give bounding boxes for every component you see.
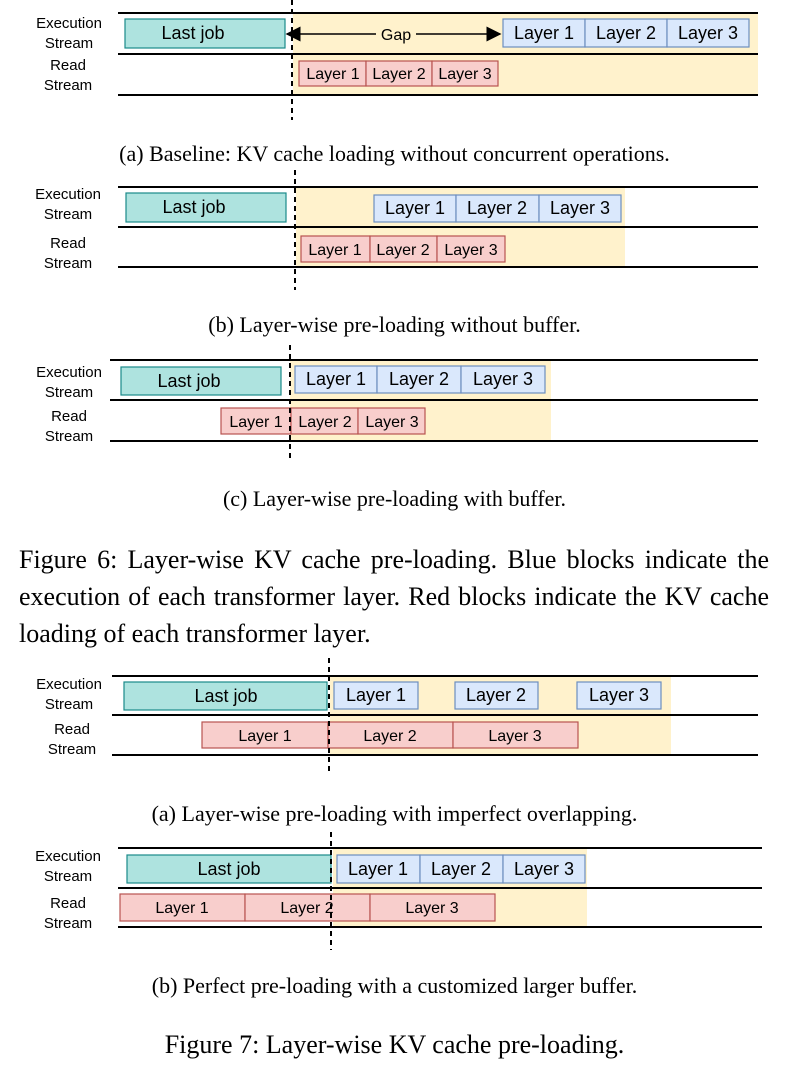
- exec-layer1-block: [502, 18, 586, 48]
- read-layer1-label: Layer 1: [155, 900, 208, 917]
- last-job-label: Last job: [197, 859, 260, 879]
- read-layer2-block: [365, 60, 433, 87]
- read-layer2-block: [369, 235, 438, 263]
- exec-layer2-block: [455, 194, 540, 223]
- last-job-block: [120, 366, 282, 396]
- last-job-label: Last job: [157, 371, 220, 391]
- exec-layer2-block: [376, 365, 462, 394]
- caption-7b: (b) Perfect pre-loading with a customize…: [151, 973, 638, 998]
- gap-label-bg: [376, 24, 416, 44]
- exec-layer2-block: [584, 18, 668, 48]
- read-stream-label: Read Stream: [48, 721, 96, 758]
- read-layer1-block: [300, 235, 371, 263]
- last-job-block: [123, 681, 328, 711]
- read-layer1-block: [298, 60, 367, 87]
- read-layer2-block: [290, 407, 359, 435]
- read-layer3-block: [436, 235, 506, 263]
- read-layer2-block: [244, 893, 371, 922]
- execution-stream-label: Execution Stream: [35, 186, 101, 223]
- caption-6a: (a) Baseline: KV cache loading without c…: [119, 141, 670, 166]
- exec-layer3-block: [502, 854, 586, 884]
- read-layer2-label: Layer 2: [280, 900, 333, 917]
- exec-layer1-block: [294, 365, 378, 394]
- last-job-block: [124, 18, 286, 49]
- diagram-6a: Execution Stream Read Stream Last job Gap …: [36, 0, 758, 120]
- gap-label: Gap: [381, 27, 411, 44]
- read-layer2-label: Layer 2: [363, 728, 416, 745]
- last-job-label: Last job: [194, 686, 257, 706]
- exec-layer3-label: Layer 3: [589, 685, 649, 705]
- exec-layer3-block: [538, 194, 622, 223]
- read-layer1-block: [220, 407, 292, 435]
- exec-layer3-label: Layer 3: [550, 198, 610, 218]
- execution-stream-label: Execution Stream: [36, 364, 102, 401]
- exec-layer2-label: Layer 2: [466, 685, 526, 705]
- caption-7a: (a) Layer-wise pre-loading with imperfec…: [151, 801, 638, 826]
- exec-layer1-label: Layer 1: [385, 198, 445, 218]
- exec-layer1-block: [373, 194, 457, 223]
- exec-layer1-label: Layer 1: [306, 369, 366, 389]
- diagram-7b: Execution Stream Read Stream Last job Laye…: [35, 832, 762, 950]
- read-layer3-block: [369, 893, 496, 922]
- exec-layer3-label: Layer 3: [473, 369, 533, 389]
- read-stream-label: Read Stream: [44, 57, 92, 94]
- exec-layer3-block: [460, 365, 546, 394]
- last-job-label: Last job: [161, 23, 224, 43]
- read-layer3-label: Layer 3: [488, 728, 541, 745]
- read-layer1-label: Layer 1: [308, 242, 361, 259]
- read-stream-label: Read Stream: [44, 895, 92, 932]
- read-layer3-label: Layer 3: [365, 414, 418, 431]
- exec-layer1-block: [333, 681, 419, 710]
- exec-layer1-label: Layer 1: [514, 23, 574, 43]
- exec-layer3-block: [666, 18, 750, 48]
- caption-6c: (c) Layer-wise pre-loading with buffer.: [222, 486, 567, 511]
- read-layer3-block: [452, 721, 579, 749]
- read-layer3-block: [357, 407, 426, 435]
- last-job-label: Last job: [162, 197, 225, 217]
- exec-layer3-block: [576, 681, 662, 710]
- exec-layer1-label: Layer 1: [346, 685, 406, 705]
- read-layer3-label: Layer 3: [405, 900, 458, 917]
- read-layer2-label: Layer 2: [376, 242, 429, 259]
- read-layer1-label: Layer 1: [238, 728, 291, 745]
- read-stream-label: Read Stream: [44, 235, 92, 272]
- diagram-6b: Execution Stream Read Stream Last job Laye…: [35, 170, 758, 290]
- last-job-block: [125, 192, 287, 223]
- exec-layer1-label: Layer 1: [348, 859, 408, 879]
- last-job-block: [126, 854, 332, 884]
- exec-layer2-label: Layer 2: [467, 198, 527, 218]
- read-layer1-label: Layer 1: [229, 414, 282, 431]
- exec-layer3-label: Layer 3: [514, 859, 574, 879]
- read-layer1-label: Layer 1: [306, 66, 359, 83]
- diagram-7a: Execution Stream Read Stream Last job Laye…: [36, 658, 758, 775]
- read-layer1-block: [201, 721, 329, 749]
- exec-layer2-label: Layer 2: [389, 369, 449, 389]
- exec-layer2-label: Layer 2: [431, 859, 491, 879]
- exec-layer2-block: [454, 681, 539, 710]
- caption-6b: (b) Layer-wise pre-loading without buffe…: [208, 312, 581, 337]
- exec-layer2-label: Layer 2: [596, 23, 656, 43]
- execution-stream-label: Execution Stream: [36, 15, 102, 52]
- figure-6-caption: Figure 6: Layer-wise KV cache pre-loadin…: [19, 545, 769, 648]
- exec-layer3-label: Layer 3: [678, 23, 738, 43]
- execution-stream-label: Execution Stream: [36, 676, 102, 713]
- read-stream-label: Read Stream: [45, 408, 93, 445]
- read-layer3-block: [431, 60, 499, 87]
- read-layer2-label: Layer 2: [372, 66, 425, 83]
- read-layer3-label: Layer 3: [444, 242, 497, 259]
- read-layer3-label: Layer 3: [438, 66, 491, 83]
- diagram-6c: Execution Stream Read Stream Last job Laye…: [36, 345, 758, 462]
- execution-stream-label: Execution Stream: [35, 848, 101, 885]
- figure-7-caption: Figure 7: Layer-wise KV cache pre-loadin…: [164, 1030, 625, 1059]
- read-layer2-label: Layer 2: [298, 414, 351, 431]
